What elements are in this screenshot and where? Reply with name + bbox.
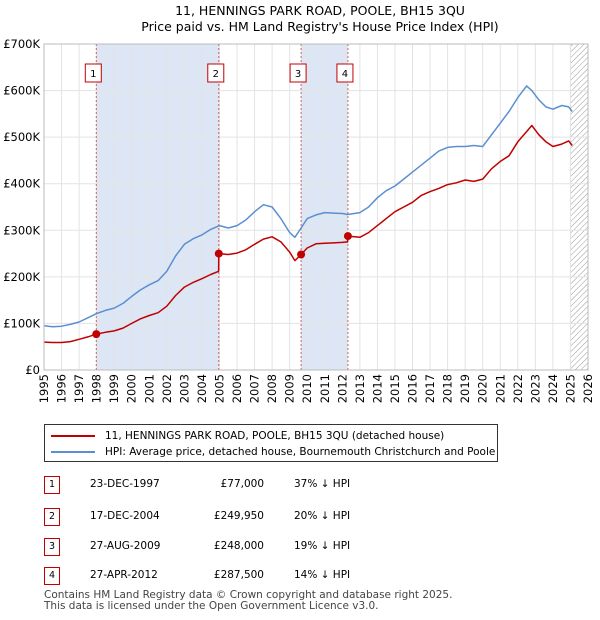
sale-point (297, 250, 306, 259)
x-tick-label: 2010 (300, 374, 314, 403)
x-tick-label: 2020 (476, 374, 490, 403)
footer-line-2: This data is licensed under the Open Gov… (44, 600, 379, 612)
x-tick-label: 1996 (55, 374, 69, 403)
x-tick-label: 2019 (458, 374, 472, 403)
x-tick-label: 2026 (581, 374, 595, 403)
footer-line-1: Contains HM Land Registry data © Crown c… (44, 589, 453, 601)
x-tick-label: 2021 (493, 374, 507, 403)
transaction-number: 2 (44, 508, 60, 526)
transaction-number: 4 (44, 567, 60, 585)
x-tick-label: 2024 (546, 374, 560, 403)
y-axis-ticks: £0 £100K £200K £300K £400K £500K £600K £700K (3, 37, 40, 377)
sale-point (92, 330, 101, 339)
transaction-hpi: 20% ↓ HPI (294, 510, 351, 522)
x-tick-label: 2023 (528, 374, 542, 403)
sale-label-box (207, 63, 225, 83)
transaction-hpi: 19% ↓ HPI (294, 540, 351, 552)
x-tick-label: 1995 (37, 374, 51, 403)
sale-label-box (289, 63, 307, 83)
axes (43, 43, 589, 371)
y-tick-label: £600K (3, 84, 40, 98)
x-tick-label: 2011 (318, 374, 332, 403)
transaction-number: 1 (44, 476, 60, 494)
transaction-hpi: 14% ↓ HPI (294, 569, 351, 581)
x-tick-label: 2005 (212, 374, 226, 403)
x-tick-label: 2015 (388, 374, 402, 403)
x-tick-label: 2017 (423, 374, 437, 403)
y-tick-label: £100K (3, 316, 40, 330)
legend: 11, HENNINGS PARK ROAD, POOLE, BH15 3QU … (44, 424, 498, 462)
hpi-line (43, 85, 573, 328)
transaction-price: £248,000 (213, 540, 264, 552)
x-tick-label: 2016 (406, 374, 420, 403)
chart-title: 11, HENNINGS PARK ROAD, POOLE, BH15 3QU (175, 3, 465, 18)
shaded-period (96, 44, 219, 370)
series-lines (43, 85, 573, 344)
transaction-date: 27-APR-2012 (90, 569, 158, 581)
y-tick-label: £300K (3, 223, 40, 237)
sale-label-box (84, 63, 102, 83)
x-tick-label: 2003 (177, 374, 191, 403)
x-tick-label: 2004 (195, 374, 209, 403)
x-tick-label: 2012 (335, 374, 349, 403)
chart-subtitle: Price paid vs. HM Land Registry's House … (141, 19, 498, 34)
transaction-price: £249,950 (213, 510, 264, 522)
property-price-line (43, 124, 573, 344)
x-tick-label: 1997 (72, 374, 86, 403)
sale-label: 3 (295, 69, 301, 80)
x-tick-label: 2025 (563, 374, 577, 403)
x-tick-label: 1999 (107, 374, 121, 403)
transaction-hpi: 37% ↓ HPI (294, 478, 351, 490)
hatched-forecast-region (570, 44, 588, 370)
x-tick-label: 2001 (142, 374, 156, 403)
sale-label: 4 (342, 69, 348, 80)
x-tick-label: 2007 (248, 374, 262, 403)
x-tick-label: 2013 (353, 374, 367, 403)
transaction-date: 27-AUG-2009 (90, 540, 161, 552)
sale-label: 2 (213, 69, 219, 80)
transaction-date: 17-DEC-2004 (90, 510, 160, 522)
legend-swatch-hpi (51, 451, 95, 453)
transaction-price: £287,500 (213, 569, 264, 581)
x-tick-label: 2002 (160, 374, 174, 403)
x-tick-label: 1998 (90, 374, 104, 403)
y-tick-label: £400K (3, 177, 40, 191)
x-tick-label: 2018 (441, 374, 455, 403)
x-tick-label: 2008 (265, 374, 279, 403)
y-tick-label: £0 (25, 363, 40, 377)
sale-point (214, 249, 223, 258)
x-axis-ticks: 1995 1996 1997 1998 1999 2000 2001 2002 2003 2004… (37, 374, 595, 403)
y-tick-label: £200K (3, 270, 40, 284)
transaction-price: £77,000 (220, 478, 264, 490)
transaction-date: 23-DEC-1997 (90, 478, 160, 490)
x-tick-label: 2006 (230, 374, 244, 403)
sale-label-box (336, 63, 354, 83)
sale-label: 1 (90, 69, 96, 80)
legend-item-property: 11, HENNINGS PARK ROAD, POOLE, BH15 3QU … (51, 428, 444, 444)
transaction-number: 3 (44, 538, 60, 556)
x-tick-label: 2014 (370, 374, 384, 403)
legend-label-property: 11, HENNINGS PARK ROAD, POOLE, BH15 3QU … (105, 430, 445, 442)
legend-swatch-property (51, 435, 95, 437)
x-tick-label: 2009 (283, 374, 297, 403)
y-tick-label: £500K (3, 130, 40, 144)
x-tick-label: 2022 (511, 374, 525, 403)
sale-markers: 1 2 3 4 (84, 63, 354, 339)
price-chart: 11, HENNINGS PARK ROAD, POOLE, BH15 3QU … (3, 3, 595, 403)
sale-point (343, 232, 352, 241)
legend-label-hpi: HPI: Average price, detached house, Bour… (105, 446, 496, 458)
footer-note: Contains HM Land Registry data © Crown c… (44, 590, 452, 612)
plot-frame (43, 43, 589, 371)
legend-item-hpi: HPI: Average price, detached house, Bour… (51, 444, 495, 460)
x-tick-label: 2000 (125, 374, 139, 403)
y-tick-label: £700K (3, 37, 40, 51)
